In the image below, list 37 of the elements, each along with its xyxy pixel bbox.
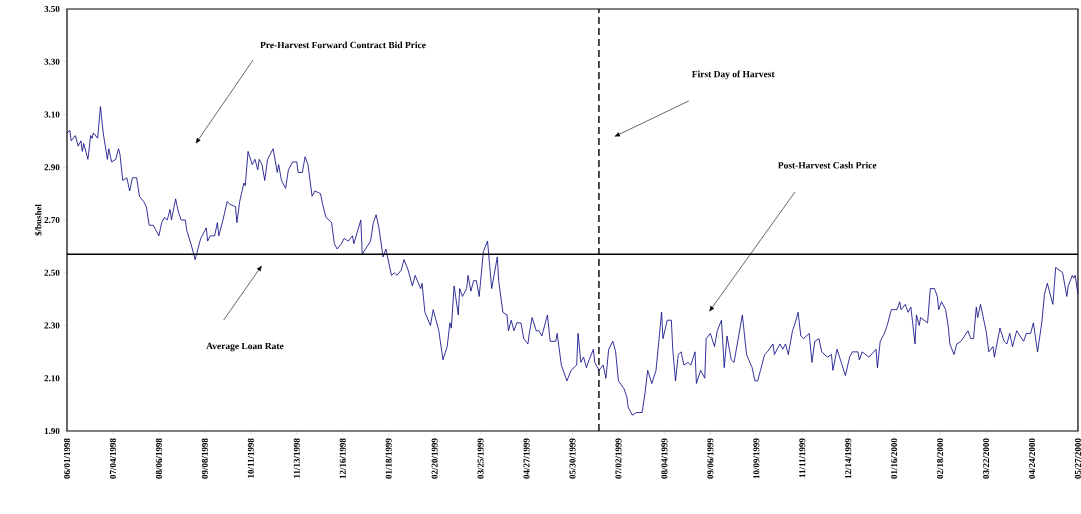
annotation: First Day of Harvest (691, 70, 775, 80)
x-tick-label: 10/11/1998 (247, 438, 254, 478)
x-tick-label: 08/06/1998 (155, 438, 162, 479)
x-tick-label: 07/04/1998 (109, 438, 116, 479)
x-tick-label: 05/30/1999 (569, 438, 576, 479)
x-tick-label: 02/18/2000 (937, 438, 944, 479)
x-tick-label: 12/16/1998 (339, 438, 346, 479)
y-tick-label: 3.30 (44, 58, 60, 65)
x-tick-label: 12/14/1999 (845, 438, 852, 479)
x-tick-label: 04/27/1999 (523, 438, 530, 479)
annotation: Post-Harvest Cash Price (777, 161, 877, 169)
x-tick-label: 06/01/1998 (63, 438, 71, 479)
y-axis-title: $/bushel (34, 204, 42, 236)
y-tick-label: 2.10 (44, 375, 60, 382)
x-tick-label: 05/27/2000 (1074, 438, 1081, 479)
y-tick-label: 2.70 (44, 216, 60, 224)
x-tick-label: 02/20/1999 (431, 438, 438, 479)
x-tick-label: 09/06/1999 (707, 438, 714, 479)
x-tick-label: 11/11/1999 (799, 438, 806, 478)
x-tick-label: 01/16/2000 (891, 438, 898, 479)
y-tick-label: 3.10 (44, 111, 60, 118)
y-tick-label: 1.90 (44, 427, 60, 435)
y-tick-label: 2.50 (44, 269, 60, 276)
x-tick-label: 07/02/1999 (615, 438, 622, 479)
y-tick-label: 2.30 (44, 322, 60, 329)
x-tick-label: 03/25/1999 (477, 438, 484, 479)
x-tick-label: 11/13/1998 (293, 438, 300, 478)
x-tick-label: 01/18/1999 (385, 438, 392, 479)
y-tick-label: 2.90 (44, 164, 60, 171)
x-tick-label: 08/04/1999 (661, 438, 668, 479)
x-tick-label: 10/09/1999 (753, 438, 760, 479)
y-tick-label: 3.50 (44, 5, 60, 13)
annotation: Pre-Harvest Forward Contract Bid Price (260, 41, 426, 49)
annotation: Average Loan Rate (206, 342, 284, 352)
x-tick-label: 09/08/1998 (201, 438, 208, 479)
x-tick-label: 03/22/2000 (983, 438, 990, 479)
x-tick-label: 04/24/2000 (1028, 438, 1036, 479)
